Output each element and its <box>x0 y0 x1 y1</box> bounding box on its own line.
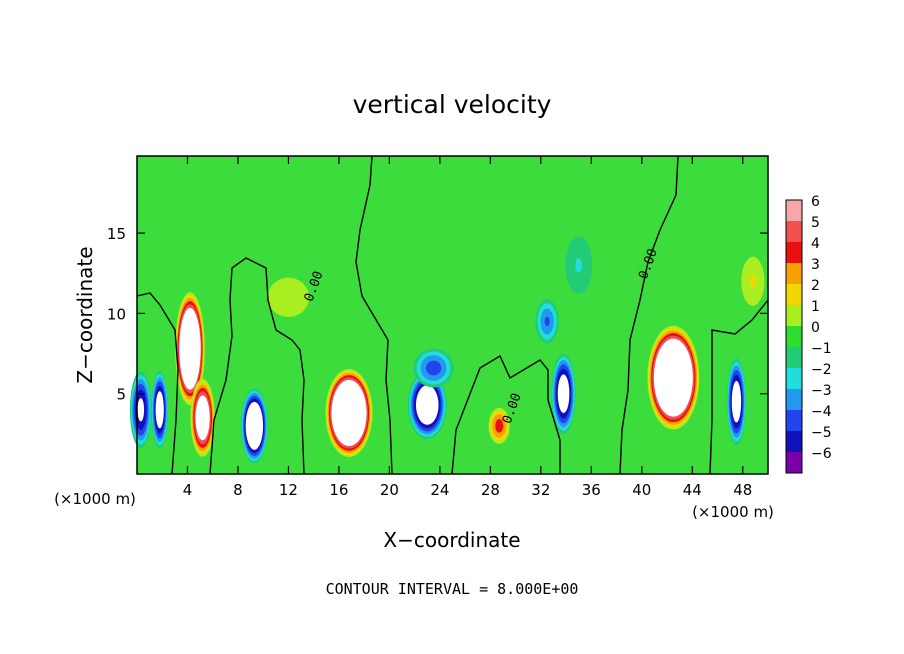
chart-title: vertical velocity <box>353 90 552 119</box>
x-tick-label: 40 <box>632 481 651 499</box>
velocity-band <box>245 401 264 450</box>
colorbar-swatch <box>786 284 802 305</box>
colorbar-frame <box>785 199 803 474</box>
x-tick-label: 4 <box>183 481 193 499</box>
colorbar-label: 5 <box>811 215 820 231</box>
y-tick-label: 5 <box>116 386 126 404</box>
x-tick-label: 32 <box>531 481 550 499</box>
velocity-band <box>179 307 201 390</box>
contour-interval-note: CONTOUR INTERVAL = 8.000E+00 <box>326 580 579 598</box>
velocity-band <box>267 277 310 318</box>
velocity-band <box>653 338 693 417</box>
colorbar-swatch <box>786 431 802 452</box>
colorbar-swatch <box>786 242 802 263</box>
velocity-band <box>544 316 550 327</box>
velocity-band <box>137 398 145 422</box>
zero-contour-line <box>136 292 179 475</box>
y-tick-label: 15 <box>107 225 126 243</box>
colorbar-swatch <box>786 452 802 473</box>
zero-contour-line <box>209 257 305 475</box>
colorbar-label: 1 <box>811 299 820 315</box>
velocity-band <box>575 258 582 273</box>
colorbar-label: 0 <box>811 320 820 336</box>
x-tick-label: 44 <box>683 481 702 499</box>
x-axis-label: X−coordinate <box>383 528 520 552</box>
colorbar-swatch <box>786 368 802 389</box>
colorbar-swatch <box>786 263 802 284</box>
colorbar-swatch <box>786 200 802 221</box>
colorbar-label: 6 <box>811 194 820 210</box>
x-tick-label: 24 <box>430 481 449 499</box>
colorbar-label: −1 <box>811 341 832 357</box>
colorbar-label: −2 <box>811 362 832 378</box>
y-axis-label: Z−coordinate <box>73 246 97 383</box>
colorbar-swatch <box>786 305 802 326</box>
zero-contour-line <box>355 155 393 475</box>
velocity-band <box>155 391 164 429</box>
colorbar-label: −3 <box>811 383 832 399</box>
y-tick-label: 10 <box>107 305 126 323</box>
x-tick-label: 20 <box>380 481 399 499</box>
x-tick-label: 48 <box>733 481 752 499</box>
velocity-band <box>195 395 210 441</box>
x-tick-label: 8 <box>233 481 243 499</box>
colorbar-swatch <box>786 410 802 431</box>
plot-frame <box>136 155 769 475</box>
velocity-field <box>129 236 765 464</box>
colorbar-label: 2 <box>811 278 820 294</box>
velocity-band <box>731 380 742 423</box>
velocity-band <box>749 274 756 288</box>
colorbar-swatch <box>786 326 802 347</box>
plot-area: 0.000.000.00 <box>129 155 769 475</box>
velocity-band <box>425 360 442 376</box>
velocity-band <box>331 379 367 447</box>
x-axis: 4 8 12 16 20 24 28 32 36 40 44 48 <box>183 156 752 499</box>
zero-contour-line <box>451 354 561 475</box>
x-tick-label: 12 <box>279 481 298 499</box>
colorbar-label: −6 <box>811 446 832 462</box>
velocity-band <box>415 385 439 425</box>
x-tick-label: 36 <box>582 481 601 499</box>
colorbar-swatch <box>786 221 802 242</box>
zero-contour-line <box>709 299 769 475</box>
colorbar-swatch <box>786 389 802 410</box>
colorbar: 6 5 4 3 2 1 0 −1 −2 −3 −4 −5 −6 <box>785 194 832 474</box>
velocity-band <box>557 374 570 413</box>
colorbar-swatch <box>786 347 802 368</box>
y-axis: 5 10 15 <box>107 225 768 404</box>
x-unit-left: (×1000 m) <box>54 490 136 508</box>
colorbar-label: 3 <box>811 257 820 273</box>
x-tick-label: 16 <box>329 481 348 499</box>
x-tick-label: 28 <box>481 481 500 499</box>
zero-contours <box>136 155 769 475</box>
colorbar-label: −5 <box>811 425 832 441</box>
velocity-band <box>495 419 504 433</box>
colorbar-label: 4 <box>811 236 820 252</box>
zero-contour-line <box>619 155 679 475</box>
x-unit-right: (×1000 m) <box>692 503 774 521</box>
colorbar-label: −4 <box>811 404 832 420</box>
